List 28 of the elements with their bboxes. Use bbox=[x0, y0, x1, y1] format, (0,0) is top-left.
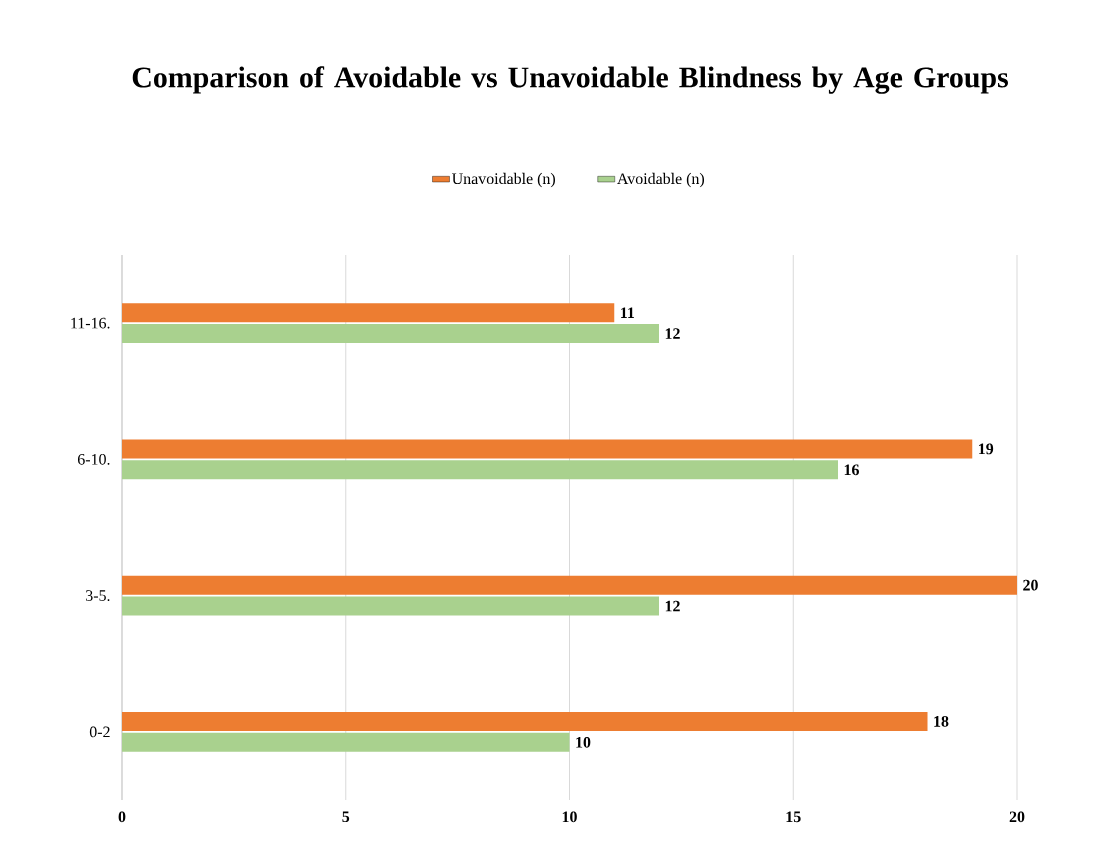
x-tick-label: 10 bbox=[562, 811, 577, 823]
data-label: 16 bbox=[844, 464, 859, 476]
data-label: 18 bbox=[934, 716, 949, 727]
y-tick-label: 0-2 bbox=[89, 726, 110, 738]
x-tick-label: 15 bbox=[786, 811, 801, 823]
x-tick-label: 0 bbox=[118, 811, 126, 823]
bar bbox=[122, 324, 660, 344]
x-tick-label: 20 bbox=[1009, 811, 1025, 823]
data-label: 12 bbox=[665, 600, 680, 612]
data-label: 11 bbox=[621, 307, 634, 318]
bar bbox=[122, 303, 615, 323]
data-label: 12 bbox=[665, 328, 680, 339]
bar bbox=[122, 460, 839, 480]
data-label: 20 bbox=[1023, 579, 1038, 591]
bar bbox=[122, 711, 928, 731]
bar bbox=[122, 575, 1018, 595]
y-tick-label: 3-5. bbox=[86, 590, 110, 602]
y-tick-label: 11-16. bbox=[71, 317, 110, 329]
bar bbox=[122, 439, 973, 459]
data-label: 19 bbox=[979, 443, 994, 455]
chart-title: Comparison of Avoidable vs Unavoidable Blindness by Age Groups bbox=[132, 66, 1008, 94]
data-label: 10 bbox=[576, 736, 591, 748]
bar bbox=[122, 596, 660, 616]
x-tick-label: 5 bbox=[342, 811, 350, 823]
bar bbox=[122, 732, 570, 752]
legend-label: Avoidable (n) bbox=[617, 172, 705, 188]
legend-label: Unavoidable (n) bbox=[452, 172, 555, 188]
y-tick-label: 6-10. bbox=[77, 453, 110, 465]
